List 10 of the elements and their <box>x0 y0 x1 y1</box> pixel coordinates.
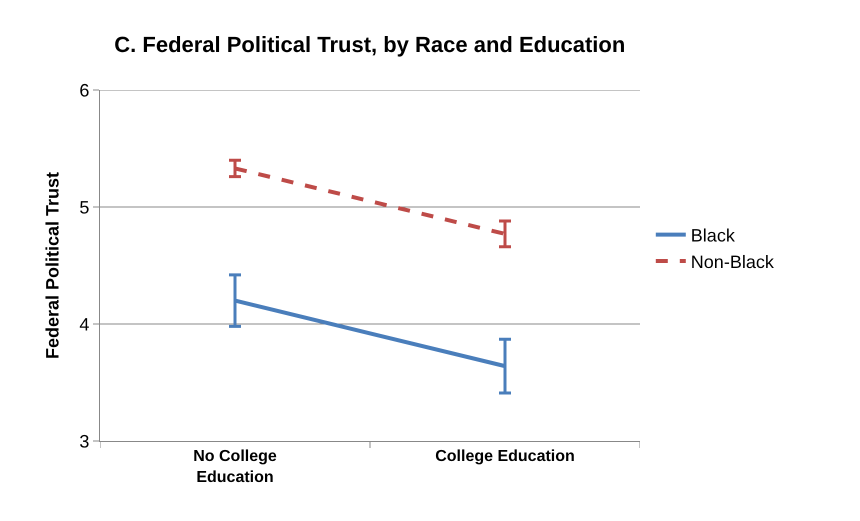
y-axis-title: Federal Political Trust <box>42 172 63 360</box>
legend-label: Black <box>690 226 736 246</box>
y-tick-label: 5 <box>79 197 90 218</box>
x-tick-label: No College Education <box>193 448 277 486</box>
y-tick-label: 4 <box>79 314 90 334</box>
y-tick-label: 6 <box>79 80 90 100</box>
chart-title: C. Federal Political Trust, by Race and Education <box>114 32 626 57</box>
y-tick-label: 3 <box>79 431 90 452</box>
x-tick-label: College Education <box>435 448 575 466</box>
legend-label: Non-Black <box>690 252 775 272</box>
